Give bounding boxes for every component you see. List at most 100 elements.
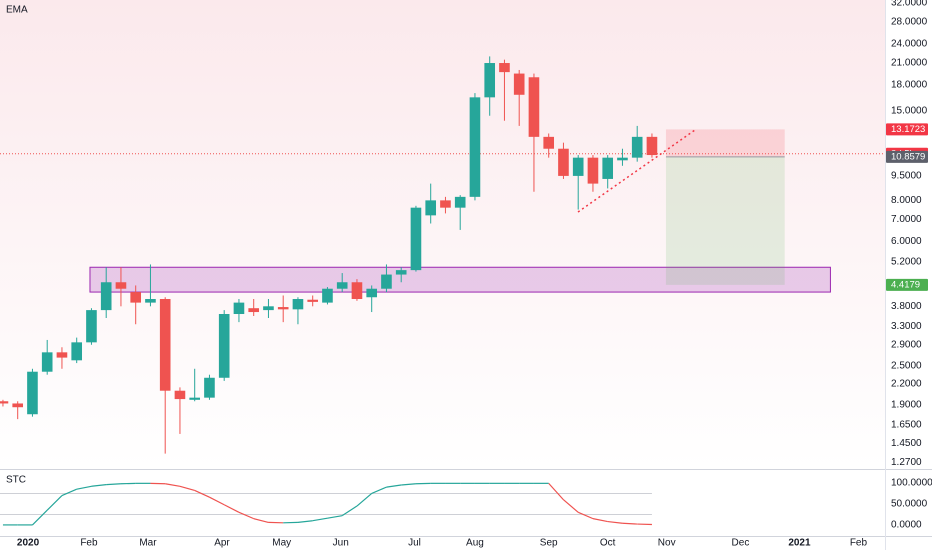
stc-line (209, 496, 225, 506)
support-zone (89, 266, 831, 293)
stc-line (622, 522, 638, 525)
stc-line (32, 509, 48, 526)
candle-body (558, 148, 569, 176)
stc-line (238, 511, 254, 520)
stop-price-tag: 13.1723 (891, 124, 925, 135)
y-tick-label: 2.9000 (891, 339, 922, 350)
y-tick-label: 15.0000 (891, 106, 928, 117)
candle-body (528, 77, 540, 137)
candle-body (277, 307, 289, 310)
x-tick-label: Nov (658, 538, 676, 549)
stc-line (607, 520, 623, 524)
candle-body (602, 157, 614, 179)
stc-line (194, 489, 210, 498)
candle-body (292, 299, 304, 310)
stc-line (91, 484, 107, 487)
y-tick-label: 2.2000 (891, 379, 922, 390)
stc-line (297, 520, 313, 523)
y-tick-label: 2.5000 (891, 361, 922, 372)
candle-body (71, 342, 83, 361)
target-price-tag: 4.4179 (891, 279, 920, 290)
y-tick-label: 3.8000 (891, 301, 922, 312)
target-price-tag-bg (886, 278, 928, 291)
stc-line (386, 484, 402, 488)
price-pane (0, 0, 885, 468)
candle-body (425, 200, 437, 216)
stop-price-tag-bg (886, 123, 928, 136)
candle-body (145, 299, 156, 303)
candle-body (366, 288, 378, 298)
candle-body (115, 282, 127, 289)
y-tick-label: 1.6500 (891, 420, 922, 431)
candle-body (100, 282, 112, 311)
x-tick-label: Oct (600, 538, 616, 549)
x-tick-label: Aug (466, 538, 484, 549)
y-tick-label: 21.0000 (891, 58, 928, 69)
y-tick-label: 1.4500 (891, 438, 922, 449)
stc-line (563, 499, 579, 513)
candle-body (0, 401, 9, 404)
candle-body (233, 302, 245, 315)
stc-line (179, 485, 195, 492)
indicator-title: STC (6, 475, 26, 486)
candle-body (189, 397, 201, 400)
x-tick-label: 2021 (788, 538, 811, 549)
candle-body (454, 196, 466, 208)
candle-body (322, 288, 333, 303)
stc-line (548, 482, 564, 501)
stc-line (577, 511, 594, 520)
candle-body (27, 371, 38, 415)
candle-body (440, 200, 451, 208)
y-tick-label: 24.0000 (891, 39, 928, 50)
stc-tick-label: 0.0000 (891, 520, 922, 531)
x-tick-label: Jun (333, 538, 349, 549)
stc-line (371, 486, 387, 494)
stc-line (46, 495, 63, 511)
stc-line (356, 492, 373, 507)
candle-body (130, 292, 142, 303)
y-tick-label: 5.2000 (891, 256, 922, 267)
stc-line (165, 483, 181, 487)
candle-body (307, 299, 319, 302)
candle-body (351, 282, 363, 300)
x-tick-label: May (272, 538, 291, 549)
x-tick-label: Feb (80, 538, 98, 549)
stc-line (312, 517, 328, 522)
candle-body (263, 306, 274, 311)
candle-body (218, 314, 230, 378)
y-tick-label: 8.0000 (891, 195, 922, 206)
stc-tick-label: 100.0000 (891, 478, 932, 489)
y-tick-label: 3.3000 (891, 321, 922, 332)
y-tick-label: 18.0000 (891, 80, 928, 91)
stc-line (76, 485, 92, 490)
y-tick-label: 1.9000 (891, 400, 922, 411)
x-tick-label: Dec (732, 538, 750, 549)
entry-price-tag-bg (886, 150, 928, 163)
y-tick-label: 32.0000 (891, 0, 928, 9)
trend-line (577, 129, 696, 213)
candle-body (484, 63, 496, 98)
candle-body (543, 136, 555, 149)
candle-body (41, 352, 53, 372)
candle-body (513, 73, 525, 95)
candle-body (617, 157, 628, 161)
x-tick-label: Sep (540, 538, 558, 549)
candle-body (646, 136, 658, 156)
candle-body (159, 299, 171, 391)
x-tick-label: Feb (850, 538, 868, 549)
stc-tick-label: 50.0000 (891, 499, 928, 510)
candle-body (631, 136, 643, 158)
candle-body (410, 207, 422, 271)
stc-line (223, 504, 240, 513)
y-tick-label: 7.0000 (891, 214, 922, 225)
y-tick-label: 1.2700 (891, 457, 922, 468)
candle-body (86, 310, 97, 343)
stc-line (61, 488, 77, 497)
candle-body (395, 270, 407, 275)
y-tick-label: 6.0000 (891, 236, 922, 247)
x-tick-label: Mar (139, 538, 157, 549)
candle-body (587, 157, 599, 184)
candle-body (248, 308, 260, 313)
candle-body (174, 390, 186, 400)
